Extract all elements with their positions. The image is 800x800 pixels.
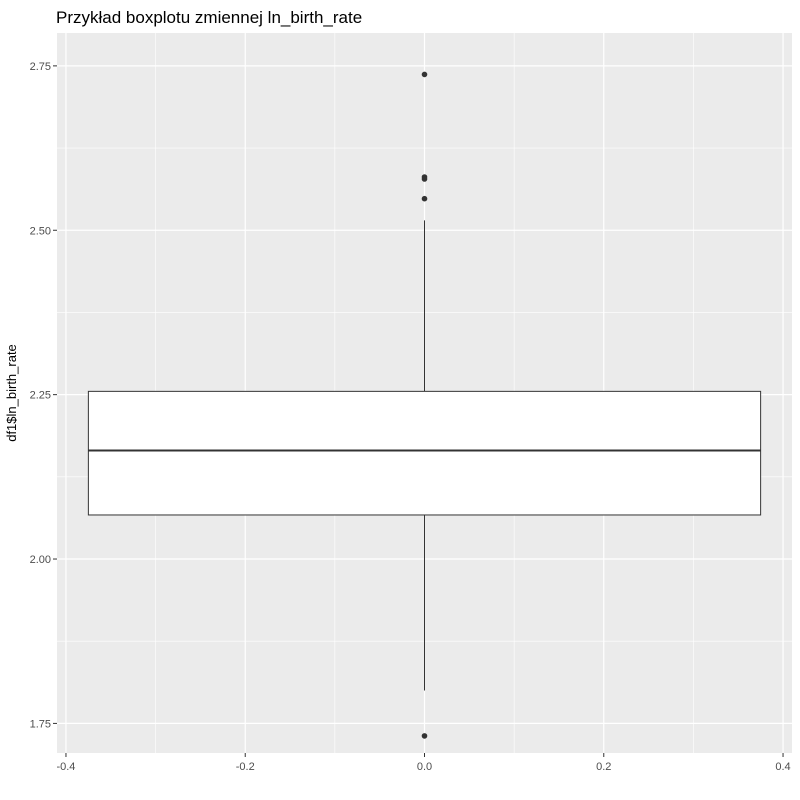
box-iqr: [87, 390, 762, 516]
x-tick-label: -0.2: [236, 761, 255, 773]
x-tick-label: 0.4: [775, 761, 790, 773]
x-axis: -0.4 -0.2 0.0 0.2 0.4: [56, 753, 791, 773]
chart-title: Przykład boxplotu zmiennej ln_birth_rate: [56, 8, 362, 27]
y-axis-title: df1$ln_birth_rate: [4, 344, 19, 442]
outliers: [421, 71, 428, 739]
outlier-point: [421, 71, 428, 78]
y-tick-label: 2.75: [30, 61, 51, 73]
x-tick-label: 0.2: [596, 761, 611, 773]
y-axis: 1.75 2.00 2.25 2.50 2.75: [30, 61, 57, 730]
y-tick-label: 2.50: [30, 225, 51, 237]
x-tick-label: -0.4: [56, 761, 75, 773]
y-tick-label: 2.25: [30, 390, 51, 402]
x-tick-label: 0.0: [417, 761, 432, 773]
y-tick-label: 1.75: [30, 718, 51, 730]
outlier-point: [421, 195, 428, 202]
outlier-point: [421, 176, 428, 182]
y-tick-label: 2.00: [30, 554, 51, 566]
box-layer: [87, 220, 762, 691]
outlier-point: [421, 733, 428, 739]
